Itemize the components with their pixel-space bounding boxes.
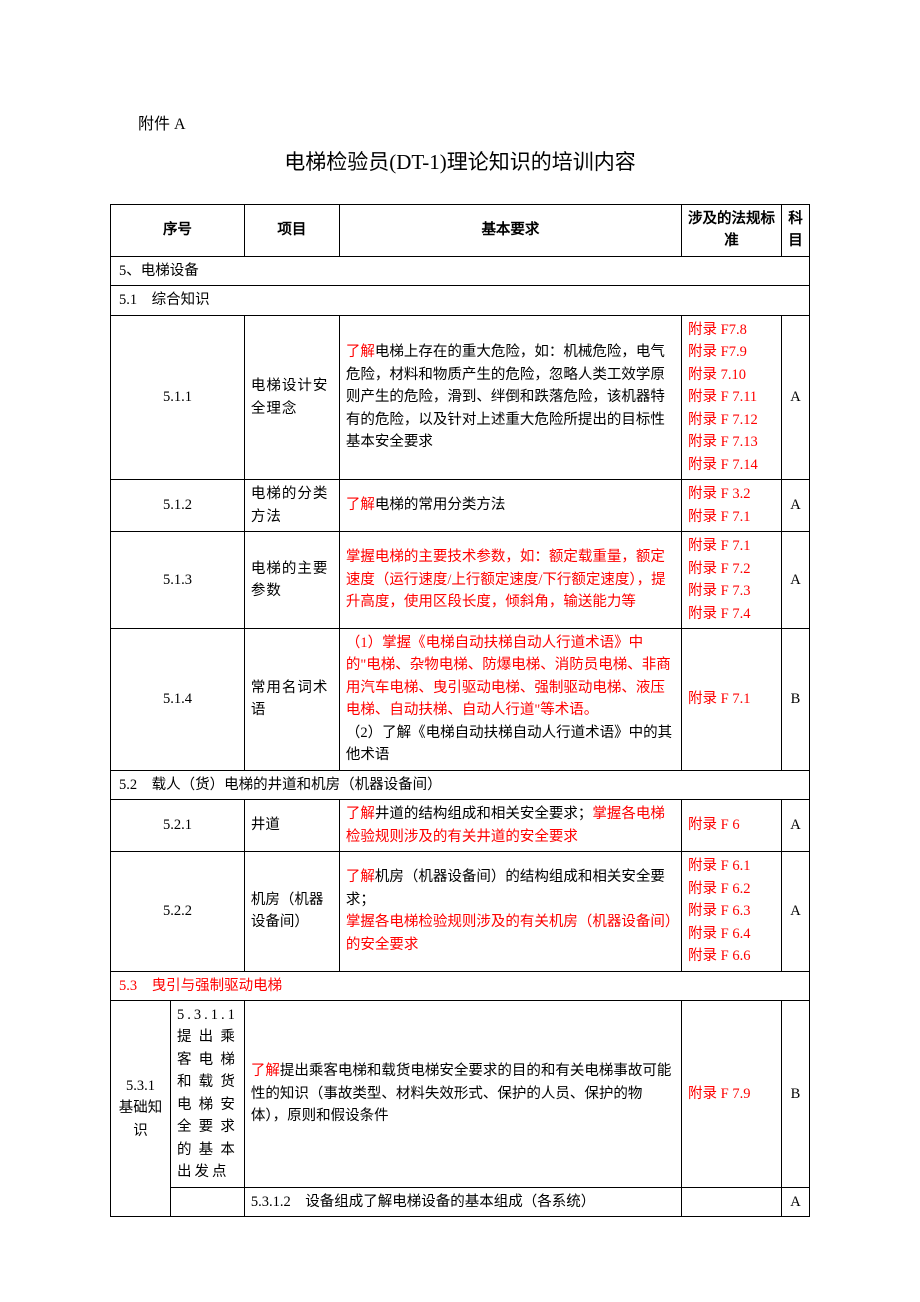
subj-5-1-1: A [782,315,810,479]
subj-5-1-3: A [782,532,810,629]
ref-5-1-1-6: 附录 F 7.13 [688,431,775,453]
appendix-label: 附件 A [138,110,810,134]
section-5-1: 5.1 综合知识 [111,286,810,315]
ref-5-2-2-1: 附录 F 6.1 [688,855,775,877]
req-5-2-1-a: 了解 [346,806,375,822]
row-5-1-4: 5.1.4 常用名词术语 （1）掌握《电梯自动扶梯自动人行道术语》中的"电梯、杂… [111,628,810,770]
req-5-1-3: 掌握电梯的主要技术参数，如：额定载重量，额定速度（运行速度/上行额定速度/下行额… [339,532,681,629]
req-5-1-4-2: （2）了解《电梯自动扶梯自动人行道术语》中的其他术语 [346,722,675,767]
ref-5-1-2-1: 附录 F 3.2 [688,483,775,505]
req-5-2-2-b: 机房（机器设备间）的结构组成和相关安全要求； [346,869,665,907]
req-5-1-1-txt: 电梯上存在的重大危险，如：机械危险，电气危险，材料和物质产生的危险，忽略人类工效… [346,344,665,450]
ref-5-2-2-4: 附录 F 6.4 [688,923,775,945]
subj-5-3-1-2: A [782,1187,810,1216]
row-5-1-2: 5.1.2 电梯的分类方法 了解电梯的常用分类方法 附录 F 3.2 附录 F … [111,480,810,532]
ref-5-1-1-7: 附录 F 7.14 [688,454,775,476]
req-5-3-1-2: 5.3.1.2 设备组成了解电梯设备的基本组成（各系统） [244,1187,681,1216]
num-5-2-1: 5.2.1 [111,800,245,852]
req-5-1-4: （1）掌握《电梯自动扶梯自动人行道术语》中的"电梯、杂物电梯、防爆电梯、消防员电… [339,628,681,770]
header-num: 序号 [111,205,245,257]
row-5-2-2: 5.2.2 机房（机器设备间） 了解机房（机器设备间）的结构组成和相关安全要求；… [111,852,810,971]
item-5-3-1-1: 5.3.1.1 提出乘客电梯和载货电梯安全要求的基本出发点 [171,1001,245,1188]
row-5-1-1: 5.1.1 电梯设计安全理念 了解电梯上存在的重大危险，如：机械危险，电气危险，… [111,315,810,479]
ref-5-1-4: 附录 F 7.1 [682,628,782,770]
req-5-2-2-a: 了解 [346,869,375,885]
subj-5-3-1-1: B [782,1001,810,1188]
row-5-3-1-1: 5.3.1 基础知识 5.3.1.1 提出乘客电梯和载货电梯安全要求的基本出发点… [111,1001,810,1188]
item-5-2-1: 井道 [244,800,339,852]
header-item: 项目 [244,205,339,257]
subj-5-1-4: B [782,628,810,770]
ref-5-1-1-2: 附录 F7.9 [688,341,775,363]
subj-5-2-1: A [782,800,810,852]
ref-5-3-1-1: 附录 F 7.9 [682,1001,782,1188]
subj-5-2-2: A [782,852,810,971]
num-5-1-1: 5.1.1 [111,315,245,479]
ref-5-2-2-2: 附录 F 6.2 [688,878,775,900]
content-table: 序号 项目 基本要求 涉及的法规标准 科目 5、电梯设备 5.1 综合知识 5.… [110,204,810,1217]
section-5-2: 5.2 载人（货）电梯的井道和机房（机器设备间） [111,770,810,799]
req-5-2-2: 了解机房（机器设备间）的结构组成和相关安全要求； 掌握各电梯检验规则涉及的有关机房… [339,852,681,971]
num-5-3-1: 5.3.1 基础知识 [111,1001,171,1217]
row-5-2-1: 5.2.1 井道 了解井道的结构组成和相关安全要求；掌握各电梯检验规则涉及的有关… [111,800,810,852]
header-row: 序号 项目 基本要求 涉及的法规标准 科目 [111,205,810,257]
req-5-2-1-b: 井道的结构组成和相关安全要求； [375,806,593,822]
ref-5-1-2: 附录 F 3.2 附录 F 7.1 [682,480,782,532]
req-5-1-2: 了解电梯的常用分类方法 [339,480,681,532]
num-5-2-2: 5.2.2 [111,852,245,971]
req-5-1-2-red: 了解 [346,497,375,513]
document-title: 电梯检验员(DT-1)理论知识的培训内容 [110,146,810,176]
ref-5-1-3-1: 附录 F 7.1 [688,535,775,557]
ref-5-1-1: 附录 F7.8 附录 F7.9 附录 7.10 附录 F 7.11 附录 F 7… [682,315,782,479]
ref-5-1-3-4: 附录 F 7.4 [688,603,775,625]
ref-5-1-1-3: 附录 7.10 [688,364,775,386]
ref-5-1-1-1: 附录 F7.8 [688,319,775,341]
ref-5-1-2-2: 附录 F 7.1 [688,506,775,528]
num-5-1-3: 5.1.3 [111,532,245,629]
item-5-1-3: 电梯的主要参数 [244,532,339,629]
item-5-2-2: 机房（机器设备间） [244,852,339,971]
ref-5-1-3-3: 附录 F 7.3 [688,580,775,602]
item-5-1-1: 电梯设计安全理念 [244,315,339,479]
header-req: 基本要求 [339,205,681,257]
row-5-3-1-2: 5.3.1.2 设备组成了解电梯设备的基本组成（各系统） A [111,1187,810,1216]
ref-5-2-2: 附录 F 6.1 附录 F 6.2 附录 F 6.3 附录 F 6.4 附录 F… [682,852,782,971]
req-5-3-1-1: 了解提出乘客电梯和载货电梯安全要求的目的和有关电梯事故可能性的知识（事故类型、材… [244,1001,681,1188]
item-5-1-4: 常用名词术语 [244,628,339,770]
header-ref: 涉及的法规标准 [682,205,782,257]
section-5: 5、电梯设备 [111,256,810,285]
item-5-3-1-2 [171,1187,245,1216]
section-5-3: 5.3 曳引与强制驱动电梯 [111,971,810,1000]
ref-5-1-1-5: 附录 F 7.12 [688,409,775,431]
req-5-2-2-c: 掌握各电梯检验规则涉及的有关机房（机器设备间）的安全要求 [346,914,672,952]
req-5-1-4-1: （1）掌握《电梯自动扶梯自动人行道术语》中的"电梯、杂物电梯、防爆电梯、消防员电… [346,632,675,722]
ref-5-2-2-5: 附录 F 6.6 [688,945,775,967]
req-5-1-1-red: 了解 [346,344,375,360]
num-5-1-4: 5.1.4 [111,628,245,770]
header-subj: 科目 [782,205,810,257]
req-5-3-1-1-txt: 提出乘客电梯和载货电梯安全要求的目的和有关电梯事故可能性的知识（事故类型、材料失… [251,1063,672,1124]
req-5-3-1-1-red: 了解 [251,1063,280,1079]
row-5-1-3: 5.1.3 电梯的主要参数 掌握电梯的主要技术参数，如：额定载重量，额定速度（运… [111,532,810,629]
ref-5-1-1-4: 附录 F 7.11 [688,386,775,408]
ref-5-2-1: 附录 F 6 [682,800,782,852]
ref-5-3-1-2 [682,1187,782,1216]
item-5-1-2: 电梯的分类方法 [244,480,339,532]
num-5-1-2: 5.1.2 [111,480,245,532]
req-5-2-1: 了解井道的结构组成和相关安全要求；掌握各电梯检验规则涉及的有关井道的安全要求 [339,800,681,852]
req-5-1-1: 了解电梯上存在的重大危险，如：机械危险，电气危险，材料和物质产生的危险，忽略人类… [339,315,681,479]
ref-5-2-2-3: 附录 F 6.3 [688,900,775,922]
ref-5-1-3: 附录 F 7.1 附录 F 7.2 附录 F 7.3 附录 F 7.4 [682,532,782,629]
subj-5-1-2: A [782,480,810,532]
ref-5-1-3-2: 附录 F 7.2 [688,558,775,580]
req-5-1-2-txt: 电梯的常用分类方法 [375,497,506,513]
